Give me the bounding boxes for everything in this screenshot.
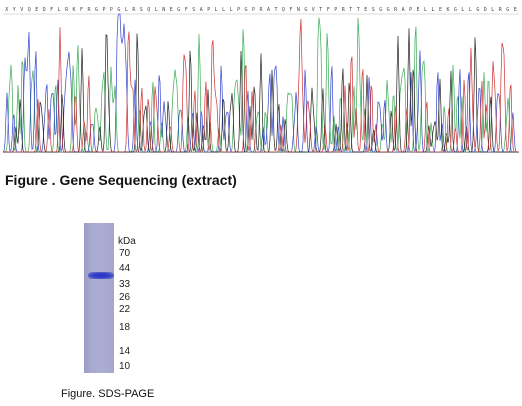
residue-letter: A — [402, 7, 405, 13]
sds-page-caption: Figure. SDS-PAGE — [61, 388, 155, 400]
trace-G — [3, 28, 519, 153]
residue-letter: T — [274, 7, 277, 13]
residue-letter: R — [499, 7, 503, 13]
residue-letter: Y — [13, 7, 16, 13]
residue-letter: F — [185, 7, 188, 13]
residue-letter: F — [289, 7, 292, 13]
residue-letter: R — [394, 7, 398, 13]
residue-letter: Q — [28, 7, 31, 13]
residue-letter: V — [20, 7, 23, 13]
residue-letter: R — [342, 7, 346, 13]
residue-letter: P — [102, 7, 105, 13]
residue-letter: L — [424, 7, 427, 13]
protein-band — [88, 272, 114, 279]
marker-14: 14 — [119, 346, 131, 357]
marker-33: 33 — [119, 279, 131, 290]
residue-letter: G — [379, 7, 382, 13]
marker-26: 26 — [119, 292, 131, 303]
residue-letter: L — [125, 7, 128, 13]
residue-letter: K — [446, 7, 449, 13]
residue-letter: P — [252, 7, 255, 13]
residue-letter: T — [349, 7, 352, 13]
residue-letter: L — [222, 7, 225, 13]
kda-unit-label: kDa — [118, 236, 136, 247]
residue-letter: D — [484, 7, 487, 13]
residue-letter: A — [267, 7, 270, 13]
marker-44: 44 — [119, 263, 131, 274]
residue-letter: E — [170, 7, 173, 13]
residue-letter: R — [87, 7, 91, 13]
residue-letter: G — [506, 7, 509, 13]
residue-letter: Q — [282, 7, 285, 13]
residue-letter: T — [357, 7, 360, 13]
residue-letter: L — [469, 7, 472, 13]
residue-letter: G — [244, 7, 247, 13]
gel-lane — [84, 223, 114, 373]
residue-letter: G — [454, 7, 457, 13]
residue-letter: G — [177, 7, 180, 13]
residue-letter: P — [409, 7, 412, 13]
residue-letter: E — [514, 7, 517, 13]
marker-10: 10 — [119, 361, 131, 372]
residue-letter: L — [58, 7, 61, 13]
residue-letter: L — [461, 7, 464, 13]
residue-letter: T — [319, 7, 322, 13]
residue-letter: L — [215, 7, 218, 13]
residue-letter: L — [491, 7, 494, 13]
residue-letter: K — [72, 7, 75, 13]
residue-letter: S — [140, 7, 143, 13]
residue-letter: E — [416, 7, 419, 13]
residue-letter: N — [297, 7, 300, 13]
residue-letter: A — [200, 7, 203, 13]
residue-letter: F — [327, 7, 330, 13]
residue-letter: F — [80, 7, 83, 13]
residue-letter: L — [431, 7, 434, 13]
marker-22: 22 — [119, 304, 131, 315]
residue-letter: F — [50, 7, 53, 13]
residue-letter: E — [364, 7, 367, 13]
residue-letter: S — [192, 7, 195, 13]
trace-T — [3, 18, 519, 153]
residue-letter: R — [65, 7, 69, 13]
residue-letter: G — [304, 7, 307, 13]
residue-letter: S — [372, 7, 375, 13]
residue-letter: L — [155, 7, 158, 13]
residue-letter: R — [132, 7, 136, 13]
residue-letter: G — [387, 7, 390, 13]
residue-letter: P — [110, 7, 113, 13]
residue-letter: E — [439, 7, 442, 13]
sds-page-gel-figure — [84, 223, 114, 373]
residue-letter: D — [43, 7, 46, 13]
residue-letter: G — [95, 7, 98, 13]
residue-letter: Q — [147, 7, 150, 13]
residue-letter: N — [162, 7, 165, 13]
residue-letter: L — [230, 7, 233, 13]
residue-letter: G — [476, 7, 479, 13]
residue-letter: P — [207, 7, 210, 13]
residue-letter: P — [334, 7, 337, 13]
residue-letter: X — [5, 7, 8, 13]
residue-letter: R — [259, 7, 263, 13]
marker-70: 70 — [119, 248, 131, 259]
residue-letter: E — [35, 7, 38, 13]
residue-letter: G — [117, 7, 120, 13]
residue-letter: V — [312, 7, 315, 13]
marker-18: 18 — [119, 322, 131, 333]
residue-letter: P — [237, 7, 240, 13]
gene-sequencing-caption: Figure . Gene Sequencing (extract) — [5, 172, 237, 188]
